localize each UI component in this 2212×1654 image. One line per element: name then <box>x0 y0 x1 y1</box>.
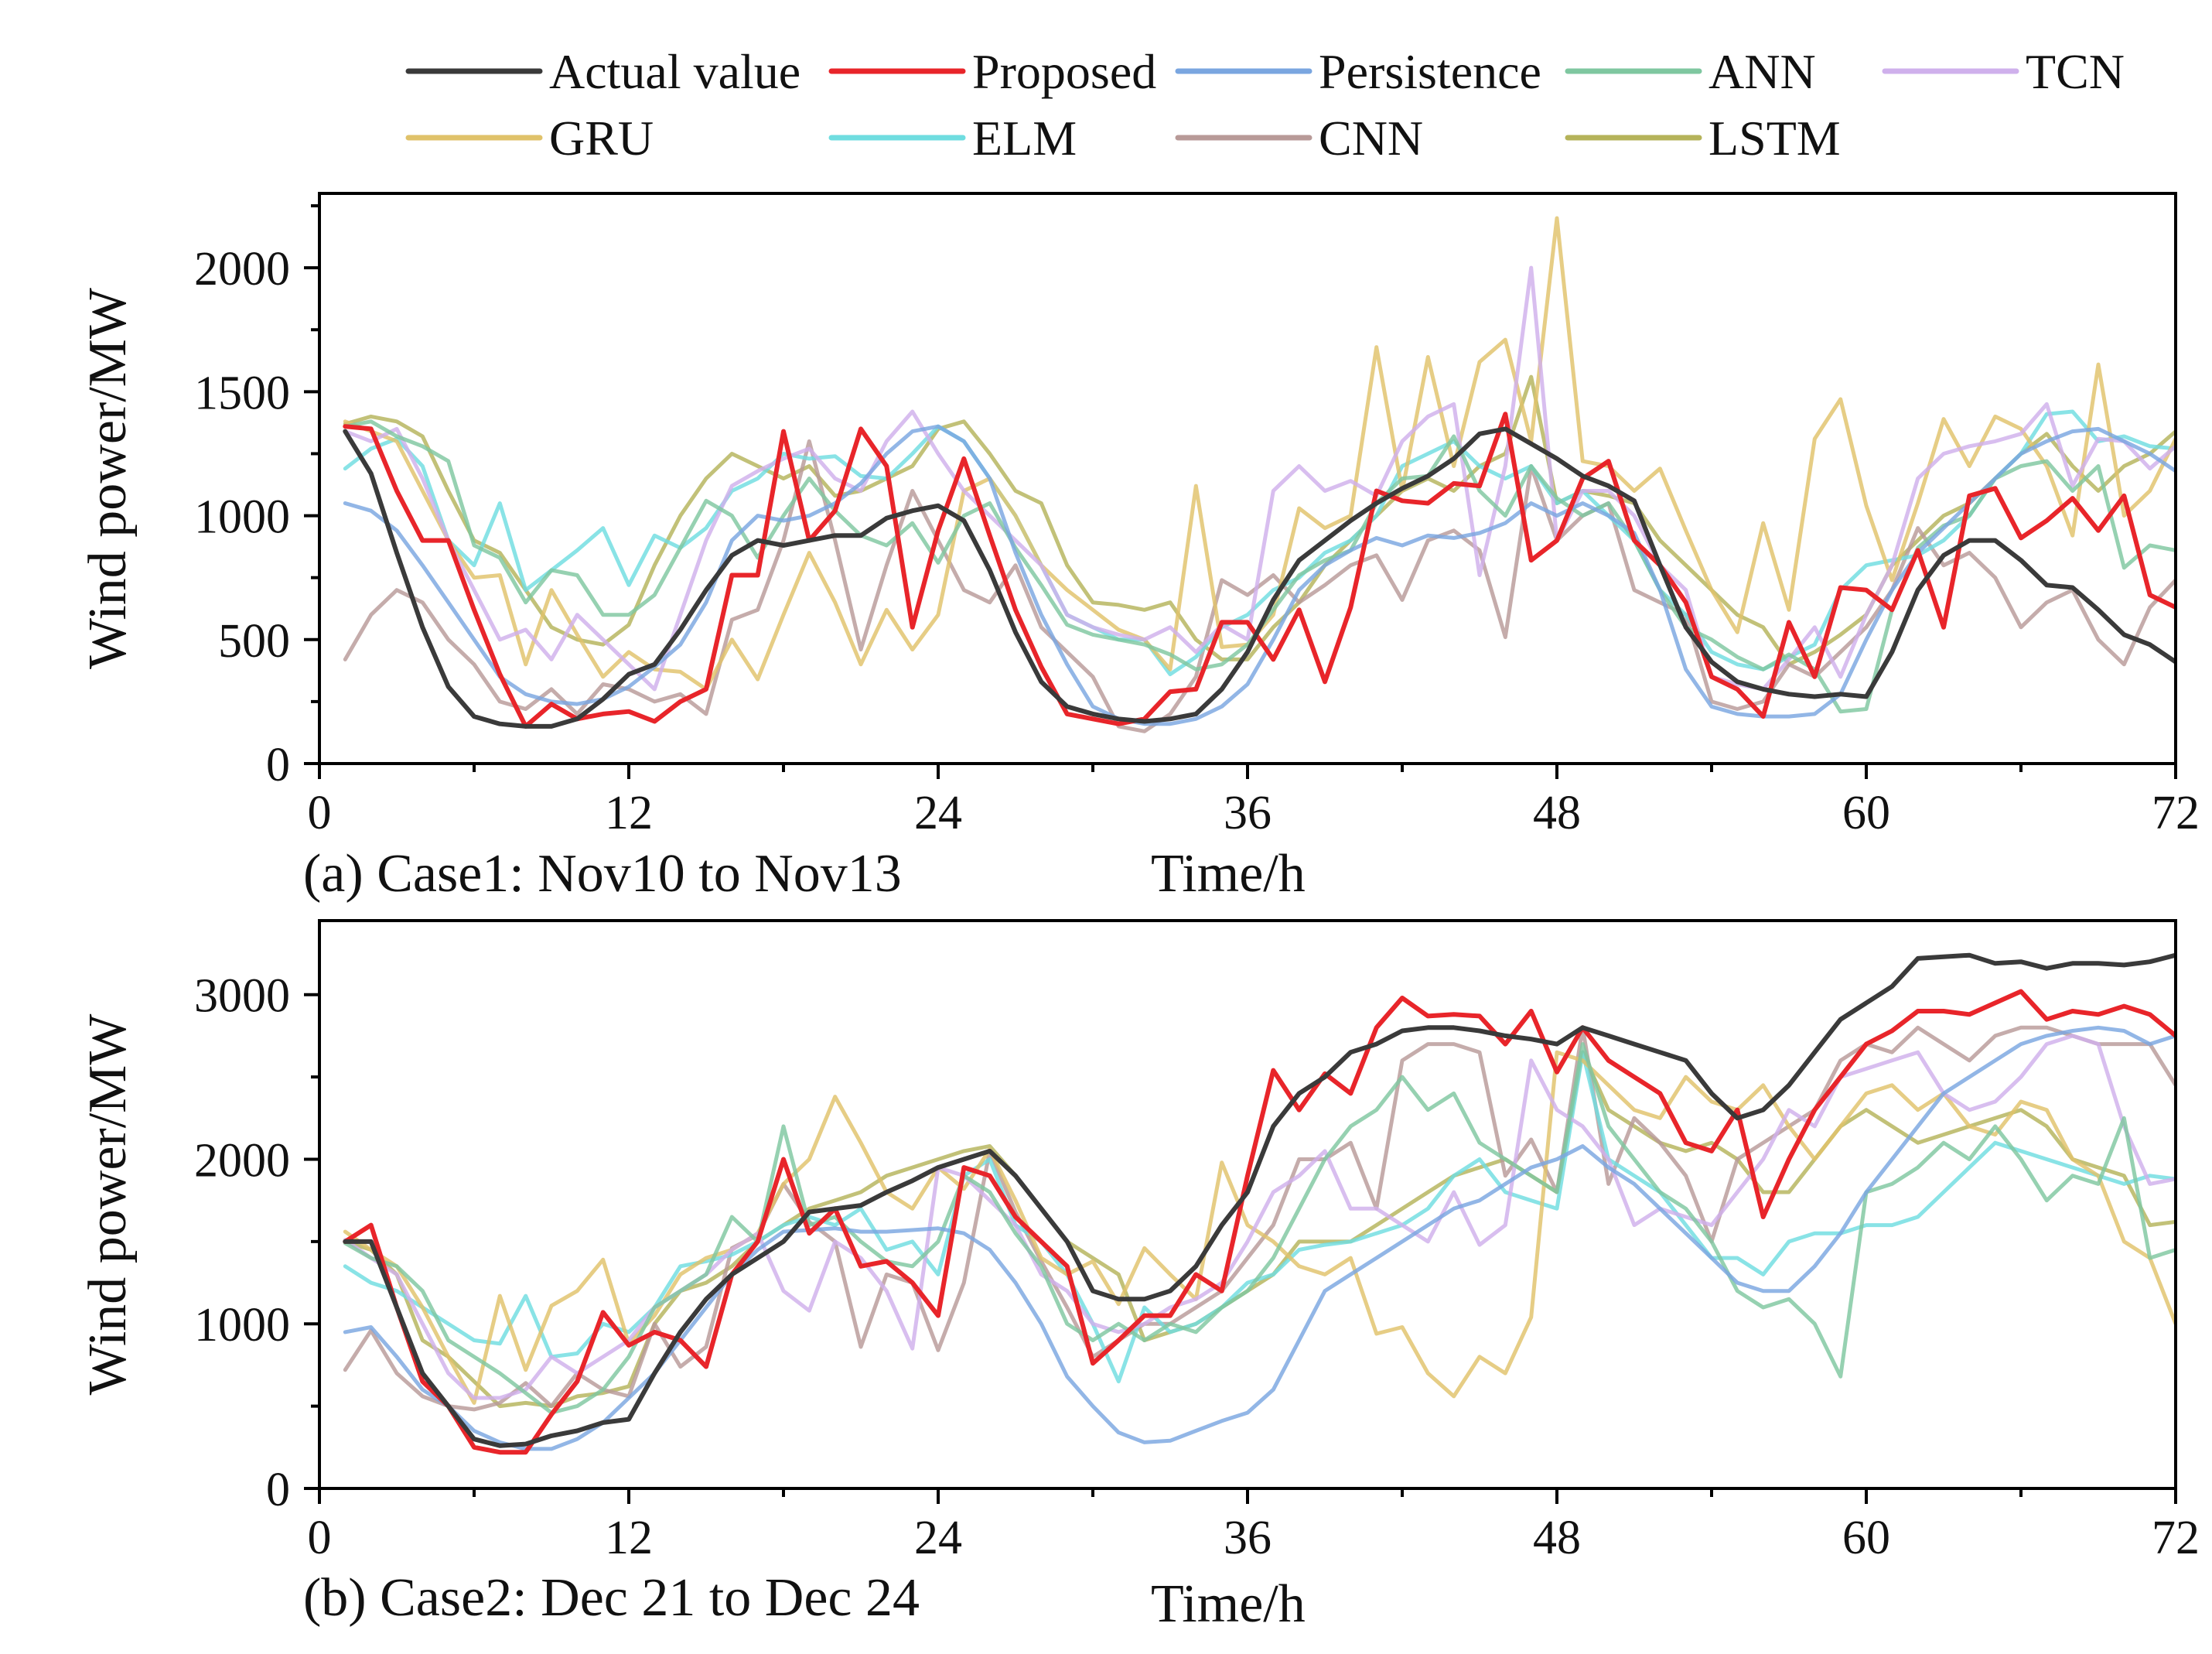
y-axis-title: Wind power/MW <box>78 288 138 669</box>
series-group <box>343 216 2176 733</box>
series-line-actual <box>343 426 2176 729</box>
series-line-gru <box>343 1050 2176 1405</box>
legend-label-proposed: Proposed <box>972 44 1156 99</box>
x-tick-label: 12 <box>605 1512 653 1564</box>
y-tick-label: 1000 <box>194 491 290 544</box>
y-tick-label: 0 <box>266 739 290 791</box>
series-line-actual <box>343 952 2176 1448</box>
x-axis-title: Time/h <box>1151 844 1306 904</box>
x-tick-label: 24 <box>914 787 962 839</box>
x-tick-label: 0 <box>308 1512 332 1564</box>
panel-caption: (a) Case1: Nov10 to Nov13 <box>303 844 902 904</box>
y-tick-label: 500 <box>218 615 290 668</box>
series-line-elm <box>343 409 2176 677</box>
legend-label-ann: ANN <box>1708 44 1816 99</box>
x-tick-label: 48 <box>1533 1512 1581 1564</box>
x-tick-label: 60 <box>1842 787 1890 839</box>
x-tick-label: 72 <box>2152 1512 2200 1564</box>
legend-label-tcn: TCN <box>2026 44 2125 99</box>
series-line-proposed <box>343 412 2176 729</box>
y-tick-label: 0 <box>266 1464 290 1516</box>
panel-caption: (b) Case2: Dec 21 to Dec 24 <box>303 1568 920 1628</box>
x-axis-title: Time/h <box>1151 1574 1306 1634</box>
x-tick-label: 12 <box>605 787 653 839</box>
series-line-proposed <box>343 989 2176 1455</box>
y-tick-label: 3000 <box>194 970 290 1023</box>
legend: Actual value Proposed Persistence ANN TCN GRU… <box>405 44 2125 166</box>
x-tick-label: 60 <box>1842 1512 1890 1564</box>
legend-label-lstm: LSTM <box>1708 111 1841 166</box>
legend-label-persistence: Persistence <box>1319 44 1541 99</box>
series-line-cnn <box>343 439 2176 733</box>
legend-label-gru: GRU <box>549 111 654 166</box>
legend-label-elm: ELM <box>972 111 1077 166</box>
y-axis-title: Wind power/MW <box>78 1014 138 1396</box>
series-line-ann <box>343 1042 2176 1415</box>
chart-case1: 0 12 24 36 48 60 72 0 500 1000 1500 2000 Wind power/… <box>78 192 2200 904</box>
y-tick-label: 2000 <box>194 243 290 296</box>
series-line-persistence <box>343 424 2176 726</box>
series-line-tcn <box>343 265 2176 692</box>
x-tick-label: 36 <box>1224 1512 1272 1564</box>
y-tick-label: 2000 <box>194 1134 290 1187</box>
x-tick-label: 48 <box>1533 787 1581 839</box>
x-tick-label: 24 <box>914 1512 962 1564</box>
x-tick-label: 36 <box>1224 787 1272 839</box>
y-tick-label: 1500 <box>194 367 290 419</box>
legend-label-actual: Actual value <box>549 44 800 99</box>
y-tick-label: 1000 <box>194 1299 290 1352</box>
x-tick-label: 0 <box>308 787 332 839</box>
x-tick-label: 72 <box>2152 787 2200 839</box>
legend-label-cnn: CNN <box>1319 111 1423 166</box>
chart-case2: 0 12 24 36 48 60 72 0 1000 2000 3000 Wind power/MW (… <box>78 919 2200 1634</box>
series-group <box>343 952 2176 1455</box>
